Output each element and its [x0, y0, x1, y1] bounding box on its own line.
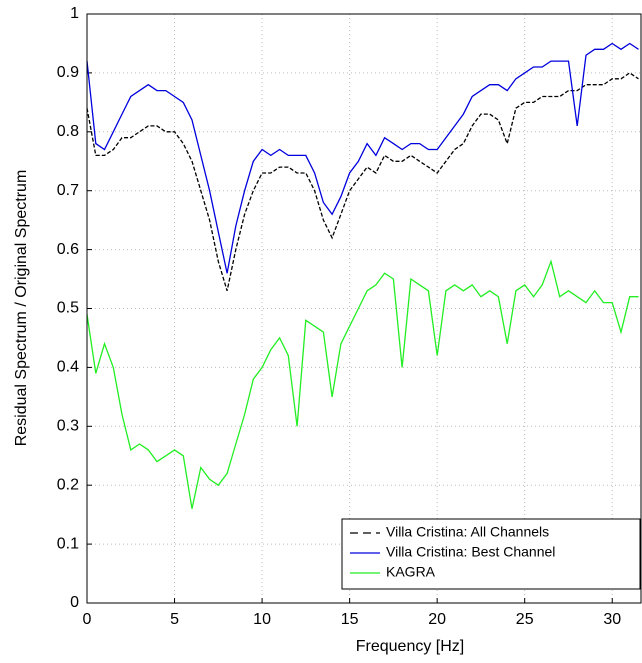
y-tick-label: 0.1	[57, 535, 79, 552]
y-axis-label: Residual Spectrum / Original Spectrum	[13, 170, 30, 447]
legend-box	[341, 518, 641, 590]
legend: Villa Cristina: All Channels Villa Cristi…	[341, 518, 641, 590]
y-tick-label: 0.9	[57, 64, 79, 81]
y-tick-label: 0	[70, 594, 79, 611]
x-tick-label: 15	[341, 611, 359, 628]
x-tick-label: 10	[253, 611, 271, 628]
series-line	[86, 42, 639, 274]
legend-label: Villa Cristina: Best Channel	[386, 544, 555, 560]
y-tick-label: 0.8	[57, 123, 79, 140]
y-tick-label: 0.4	[57, 359, 79, 376]
series-line	[86, 259, 639, 509]
legend-label: Villa Cristina: All Channels	[386, 524, 549, 540]
y-tick-label: 0.2	[57, 476, 79, 493]
y-tick-label: 0.5	[57, 300, 79, 317]
y-tick-label: 0.6	[57, 241, 79, 258]
y-tick-label: 0.3	[57, 418, 79, 435]
y-tick-label: 0.7	[57, 182, 79, 199]
series-line	[86, 72, 639, 291]
plot-frame	[86, 13, 642, 604]
y-tick-label: 1	[70, 5, 79, 22]
x-axis-label: Frequency [Hz]	[356, 638, 464, 655]
x-tick-label: 30	[603, 611, 621, 628]
legend-label: KAGRA	[386, 564, 436, 580]
x-tick-label: 20	[428, 611, 446, 628]
x-tick-label: 5	[170, 611, 179, 628]
x-tick-label: 25	[516, 611, 534, 628]
x-tick-label: 0	[83, 611, 92, 628]
